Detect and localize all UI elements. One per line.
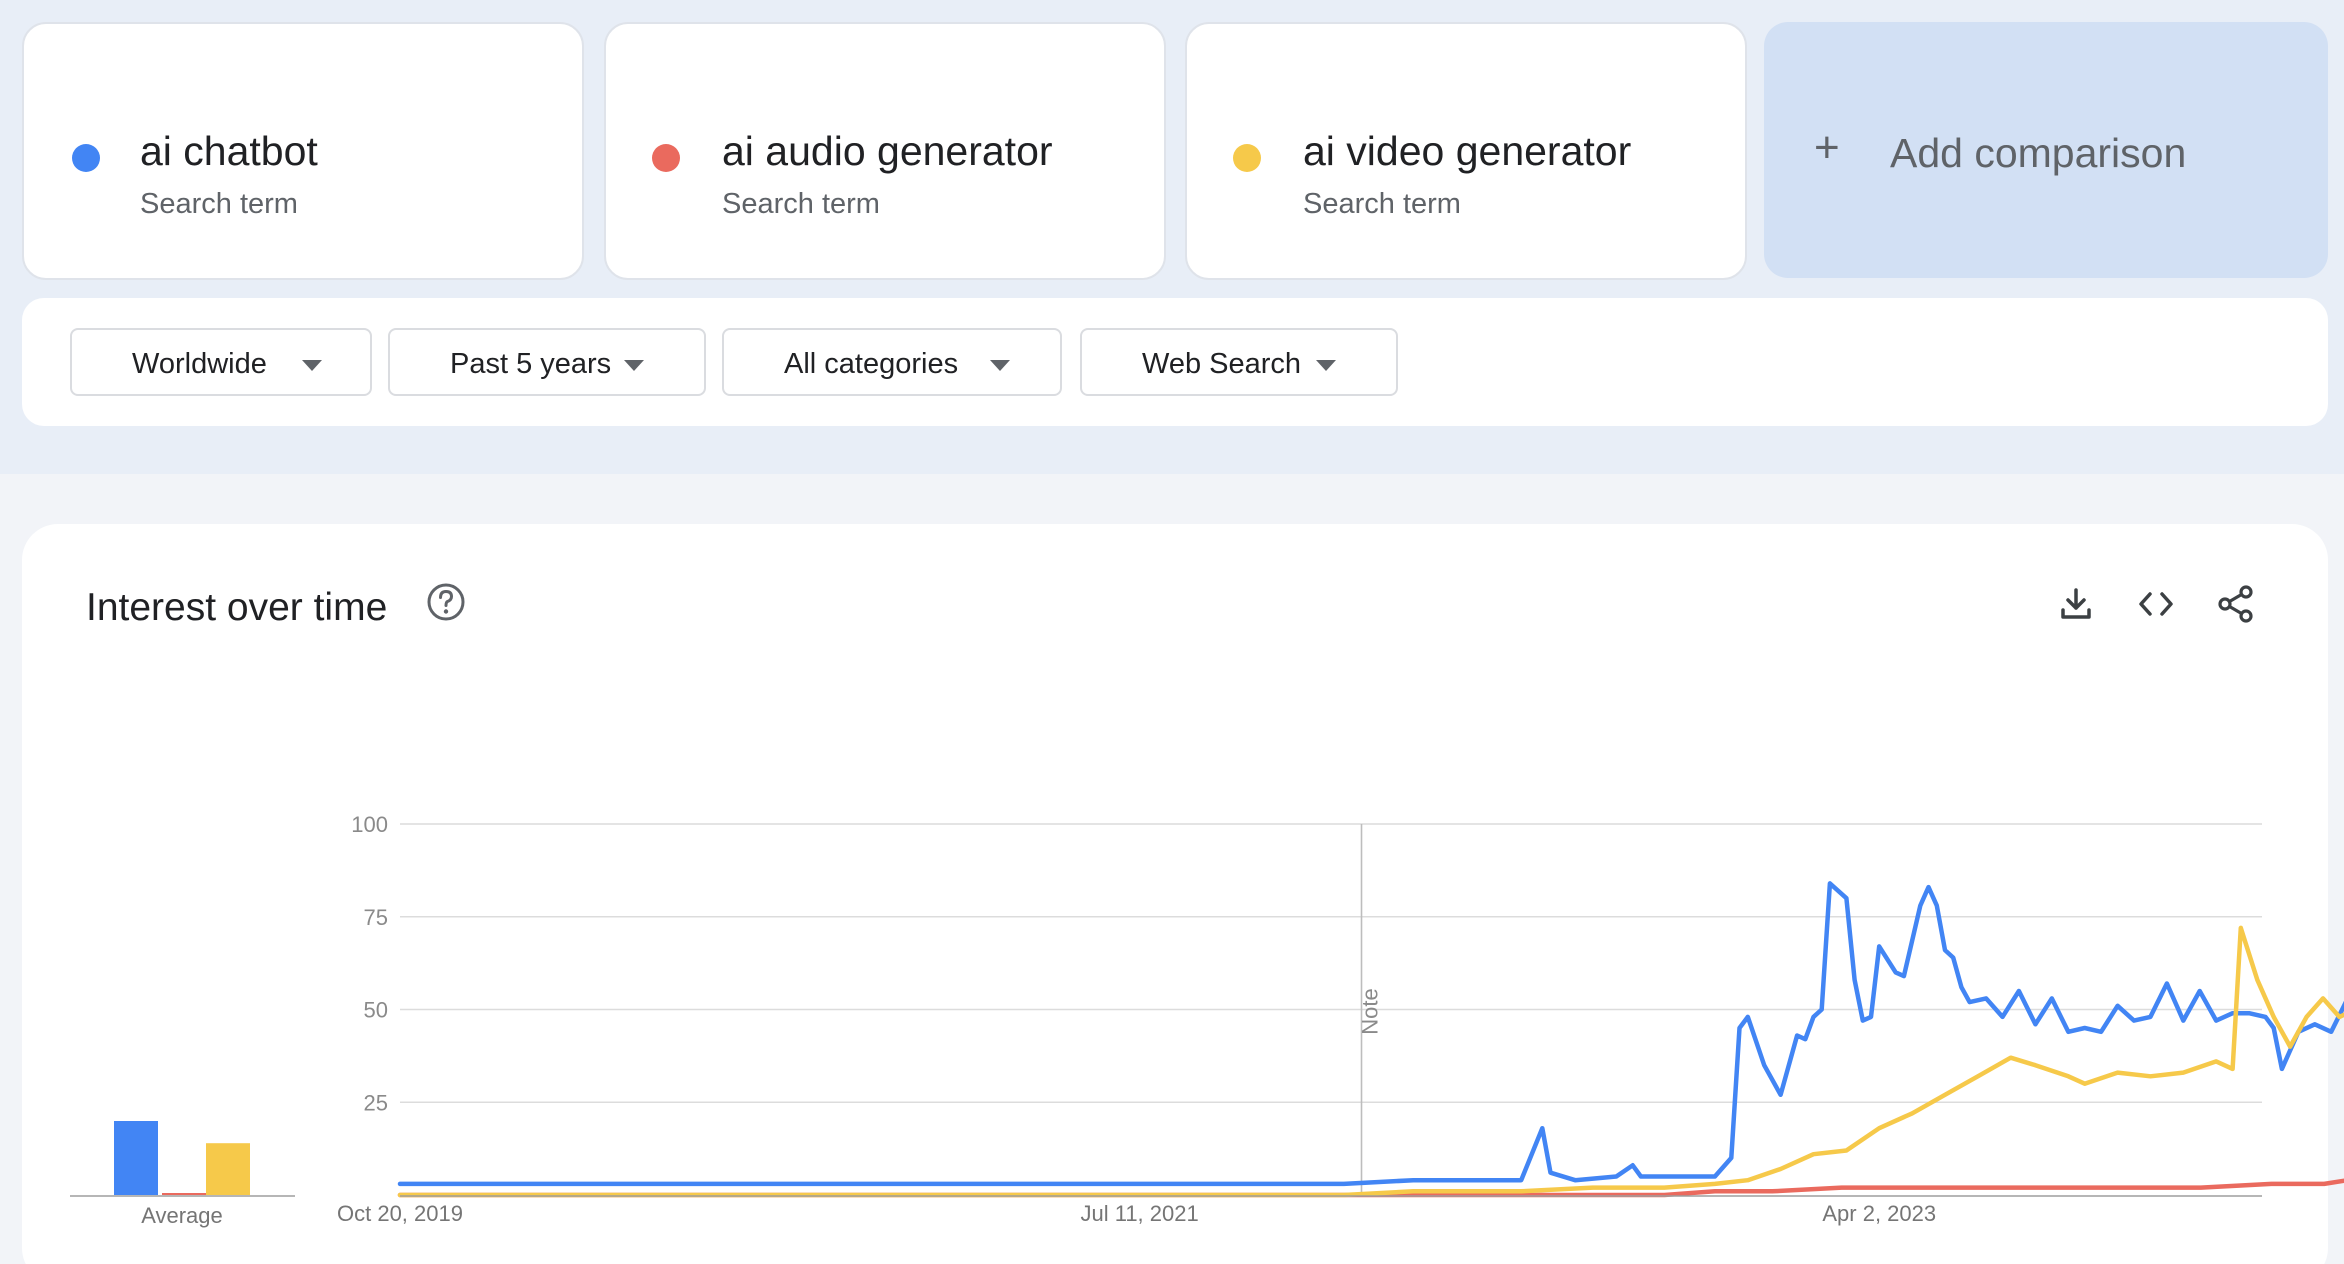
average-bar-ai-audio-generator bbox=[162, 1193, 206, 1195]
category-filter-label: All categories bbox=[784, 348, 959, 380]
time-filter[interactable]: Past 5 years bbox=[388, 328, 706, 396]
share-icon[interactable] bbox=[2216, 584, 2256, 624]
average-label: Average bbox=[141, 1203, 223, 1228]
average-bar-ai-chatbot bbox=[114, 1121, 158, 1195]
term-name: ai video generator bbox=[1303, 128, 1632, 174]
term-type: Search term bbox=[140, 188, 298, 220]
series-color-dot bbox=[72, 144, 100, 172]
region-filter-label: Worldwide bbox=[132, 348, 267, 380]
filter-bar: Worldwide Past 5 years All categories We… bbox=[22, 298, 2328, 426]
term-type: Search term bbox=[722, 188, 880, 220]
series-line-ai-audio-generator bbox=[397, 1178, 2344, 1198]
term-type: Search term bbox=[1303, 188, 1461, 220]
panel-title: Interest over time bbox=[86, 586, 388, 629]
time-filter-label: Past 5 years bbox=[450, 348, 612, 380]
y-tick-label: 25 bbox=[364, 1090, 388, 1115]
y-tick-label: 75 bbox=[364, 905, 388, 930]
term-name: ai chatbot bbox=[140, 128, 318, 174]
dropdown-arrow-icon bbox=[624, 360, 644, 371]
dropdown-arrow-icon bbox=[1316, 360, 1336, 371]
x-tick-label: Oct 20, 2019 bbox=[337, 1201, 463, 1226]
dropdown-arrow-icon bbox=[302, 360, 322, 371]
download-icon[interactable] bbox=[2056, 584, 2096, 624]
add-comparison-label: Add comparison bbox=[1890, 130, 2187, 176]
plus-icon: + bbox=[1814, 123, 1840, 172]
term-card-ai-chatbot[interactable]: ai chatbot Search term bbox=[22, 22, 584, 280]
average-bar-ai-video-generator bbox=[206, 1143, 250, 1195]
term-name: ai audio generator bbox=[722, 128, 1053, 174]
add-comparison-button[interactable]: + Add comparison bbox=[1764, 22, 2328, 278]
series-line-ai-chatbot bbox=[397, 881, 2344, 1187]
term-card-ai-audio-generator[interactable]: ai audio generator Search term bbox=[604, 22, 1166, 280]
search-type-filter-label: Web Search bbox=[1142, 348, 1302, 380]
region-filter[interactable]: Worldwide bbox=[70, 328, 372, 396]
help-icon[interactable] bbox=[426, 582, 466, 622]
interest-over-time-panel: Interest over time bbox=[22, 524, 2328, 1264]
term-card-ai-video-generator[interactable]: ai video generator Search term bbox=[1185, 22, 1747, 280]
x-tick-label: Jul 11, 2021 bbox=[1080, 1201, 1198, 1226]
x-tick-label: Apr 2, 2023 bbox=[1822, 1201, 1936, 1226]
note-label: Note bbox=[1358, 988, 1383, 1034]
series-color-dot bbox=[1233, 144, 1261, 172]
dropdown-arrow-icon bbox=[990, 360, 1010, 371]
y-tick-label: 100 bbox=[351, 812, 388, 837]
search-type-filter[interactable]: Web Search bbox=[1080, 328, 1398, 396]
series-line-ai-video-generator bbox=[397, 925, 2344, 1198]
y-tick-label: 50 bbox=[364, 998, 388, 1023]
series-color-dot bbox=[652, 144, 680, 172]
embed-code-icon[interactable] bbox=[2136, 584, 2176, 624]
category-filter[interactable]: All categories bbox=[722, 328, 1062, 396]
